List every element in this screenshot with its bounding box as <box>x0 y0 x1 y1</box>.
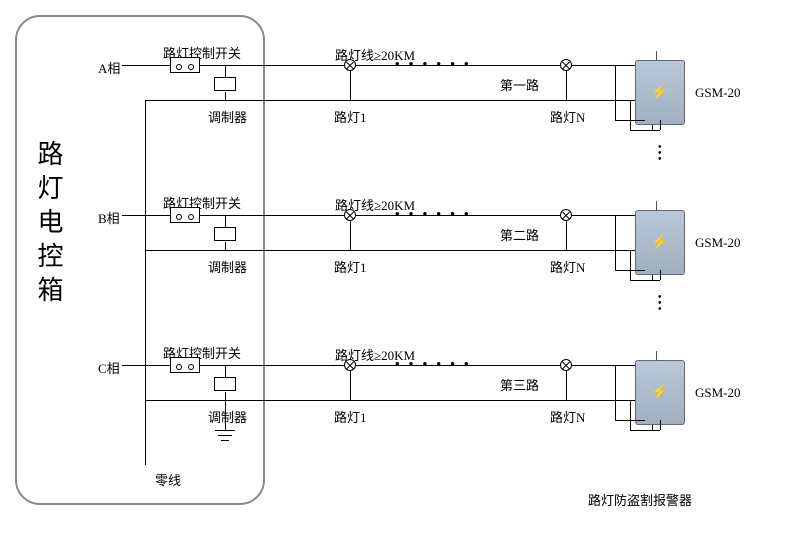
road-label: 第二路 <box>500 225 539 244</box>
dots-icon: • • • • • • <box>395 206 472 222</box>
device-lightning-icon: ⚡ <box>651 234 668 251</box>
lamp-stem <box>566 221 567 250</box>
modulator-icon <box>214 77 236 91</box>
phase-line <box>122 65 170 66</box>
phase-label: C相 <box>98 358 120 377</box>
modulator-stem <box>225 215 226 227</box>
lamp-icon <box>560 59 572 71</box>
lampn-label: 路灯N <box>550 107 585 126</box>
conn <box>615 65 616 120</box>
modulator-icon <box>214 377 236 391</box>
modulator-label: 调制器 <box>208 407 247 426</box>
modulator-label: 调制器 <box>208 107 247 126</box>
dots-icon: • • • • • • <box>395 56 472 72</box>
device-label: GSM-20 <box>695 85 741 101</box>
lamp1-label: 路灯1 <box>334 407 367 426</box>
device-label: GSM-20 <box>695 385 741 401</box>
lamp-icon <box>560 359 572 371</box>
lamp-icon <box>560 209 572 221</box>
modulator-stem <box>225 65 226 77</box>
neutral-to-device <box>580 250 630 251</box>
switch-icon <box>170 207 200 223</box>
dots-icon: • • • • • • <box>395 356 472 372</box>
bottom-device-label: 路灯防盗割报警器 <box>588 490 692 509</box>
vdots-icon: ••• <box>658 145 662 163</box>
lamp-icon <box>344 359 356 371</box>
lamp-icon <box>344 59 356 71</box>
conn <box>660 270 661 280</box>
conn <box>660 420 661 430</box>
conn <box>615 215 616 270</box>
phase-line <box>122 365 170 366</box>
device-lightning-icon: ⚡ <box>651 84 668 101</box>
lamp-stem <box>350 221 351 250</box>
lampn-label: 路灯N <box>550 407 585 426</box>
gsm-device: ⚡ <box>635 60 685 125</box>
modulator-label: 调制器 <box>208 257 247 276</box>
road-label: 第一路 <box>500 75 539 94</box>
modulator-icon <box>214 227 236 241</box>
vdots-icon: ••• <box>658 295 662 313</box>
lamp-stem <box>566 71 567 100</box>
phase-label: B相 <box>98 208 120 227</box>
lampn-label: 路灯N <box>550 257 585 276</box>
lamp-stem <box>350 371 351 400</box>
conn <box>660 120 661 130</box>
phase-line <box>122 215 170 216</box>
neutral-to-device <box>580 100 630 101</box>
gsm-device: ⚡ <box>635 360 685 425</box>
conn <box>630 400 631 430</box>
neutral-to-device <box>580 400 630 401</box>
switch-icon <box>170 57 200 73</box>
road-label: 第三路 <box>500 375 539 394</box>
lamp-stem <box>566 371 567 400</box>
control-box-title: 路灯电控箱 <box>30 140 67 310</box>
conn <box>630 130 660 131</box>
neutral-line <box>145 100 146 465</box>
lamp-stem <box>350 71 351 100</box>
device-label: GSM-20 <box>695 235 741 251</box>
lamp1-label: 路灯1 <box>334 257 367 276</box>
switch-icon <box>170 357 200 373</box>
phase-label: A相 <box>98 58 120 77</box>
gsm-device: ⚡ <box>635 210 685 275</box>
conn <box>630 100 631 130</box>
conn <box>630 250 631 280</box>
conn <box>630 430 660 431</box>
lamp1-label: 路灯1 <box>334 107 367 126</box>
device-lightning-icon: ⚡ <box>651 384 668 401</box>
lamp-icon <box>344 209 356 221</box>
conn <box>630 280 660 281</box>
conn <box>615 365 616 420</box>
modulator-stem <box>225 365 226 377</box>
neutral-label: 零线 <box>155 470 181 489</box>
